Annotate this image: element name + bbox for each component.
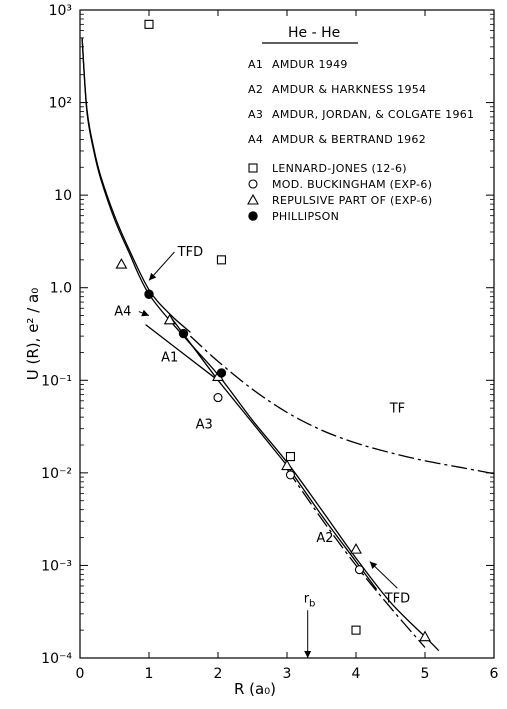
annotation-label: A2 (316, 531, 333, 546)
x-tick-label: 5 (421, 666, 430, 682)
legend-entry-text: AMDUR 1949 (272, 58, 348, 71)
x-axis-label: R (a₀) (234, 680, 276, 698)
data-point-filled-circle (144, 289, 154, 299)
legend-marker-circle (248, 179, 258, 189)
annotation-label: TF (389, 401, 405, 416)
annotations-layer: TFD A4 A1 A3 TF A2 TFD rb (114, 245, 410, 658)
curve-1 (81, 37, 191, 333)
y-tick-label: 10⁻⁴ (41, 651, 72, 667)
legend-entry-text: AMDUR & HARKNESS 1954 (272, 83, 426, 96)
data-point-triangle (163, 313, 176, 325)
data-point-square (285, 452, 296, 462)
annotation-label: A4 (114, 305, 131, 320)
data-point-filled-circle (216, 368, 227, 378)
y-tick-label: 10⁻² (41, 466, 72, 482)
x-tick-label: 1 (145, 666, 154, 682)
data-point-circle (354, 565, 365, 575)
points-layer (115, 19, 431, 642)
data-point-filled-circle (178, 328, 189, 339)
legend-entry-code: A3 (248, 108, 263, 121)
ticks-layer: 0 1 2 3 4 5 6 10³ 10² 10 1.0 10⁻¹ 10⁻² 10⁻³ 10⁻⁴ (41, 3, 498, 682)
legend: He - He A1 AMDUR 1949 A2 AMDUR & HARKNESS 1… (247, 25, 474, 223)
annotation-label: TFD (177, 245, 203, 260)
y-tick-label: 1.0 (50, 281, 72, 297)
data-point-triangle (350, 542, 362, 554)
annotation-arrow-head (141, 309, 149, 317)
legend-marker-triangle (247, 193, 259, 205)
data-point-triangle (281, 459, 293, 471)
legend-entry-text: AMDUR & BERTRAND 1962 (272, 133, 426, 146)
annotation-arrow-head (149, 272, 157, 281)
y-tick-label: 10 (54, 188, 72, 204)
y-tick-label: 10² (49, 96, 72, 112)
legend-entry-code: A4 (248, 133, 263, 146)
y-axis-label: U (R), e² / a₀ (24, 288, 42, 380)
legend-entry-text: LENNARD-JONES (12-6) (272, 162, 407, 175)
data-point-circle (213, 393, 223, 403)
legend-header: He - He (288, 25, 340, 41)
legend-entry-code: A1 (248, 58, 263, 71)
y-tick-label: 10⁻³ (41, 558, 72, 574)
data-point-square (351, 625, 361, 635)
data-point-square (144, 19, 154, 29)
x-tick-label: 0 (76, 666, 85, 682)
annotation-label: rb (304, 591, 316, 609)
data-point-triangle (419, 630, 431, 642)
annotation-arrow-head (369, 561, 378, 569)
x-tick-label: 3 (283, 666, 292, 682)
curve-a1 (145, 324, 219, 381)
curve-7 (286, 468, 426, 648)
data-point-circle (285, 470, 296, 480)
x-tick-label: 4 (352, 666, 361, 682)
y-tick-label: 10⁻¹ (41, 373, 72, 389)
annotation-label: A1 (161, 350, 178, 365)
curve-a2 (286, 465, 378, 590)
legend-entry-text: AMDUR, JORDAN, & COLGATE 1961 (272, 108, 474, 121)
y-tick-label: 10³ (49, 3, 72, 19)
annotation-arrow-head (304, 651, 312, 658)
legend-entry-text: PHILLIPSON (272, 210, 339, 223)
data-point-square (216, 255, 226, 265)
data-point-triangle (115, 257, 128, 269)
x-tick-label: 2 (214, 666, 223, 682)
curve-a3 (217, 379, 288, 466)
annotation-label: TFD (384, 591, 410, 606)
x-tick-label: 6 (490, 666, 499, 682)
annotation-label: A3 (196, 418, 213, 433)
legend-entry-text: MOD. BUCKINGHAM (EXP-6) (272, 178, 432, 191)
legend-entry-code: A2 (248, 83, 263, 96)
legend-entry-text: REPULSIVE PART OF (EXP-6) (272, 194, 433, 207)
curves-layer (81, 37, 495, 652)
curve-tf (189, 335, 495, 475)
legend-marker-filled-circle (248, 211, 258, 221)
legend-marker-square (248, 163, 258, 173)
curve-tfd (81, 37, 440, 652)
